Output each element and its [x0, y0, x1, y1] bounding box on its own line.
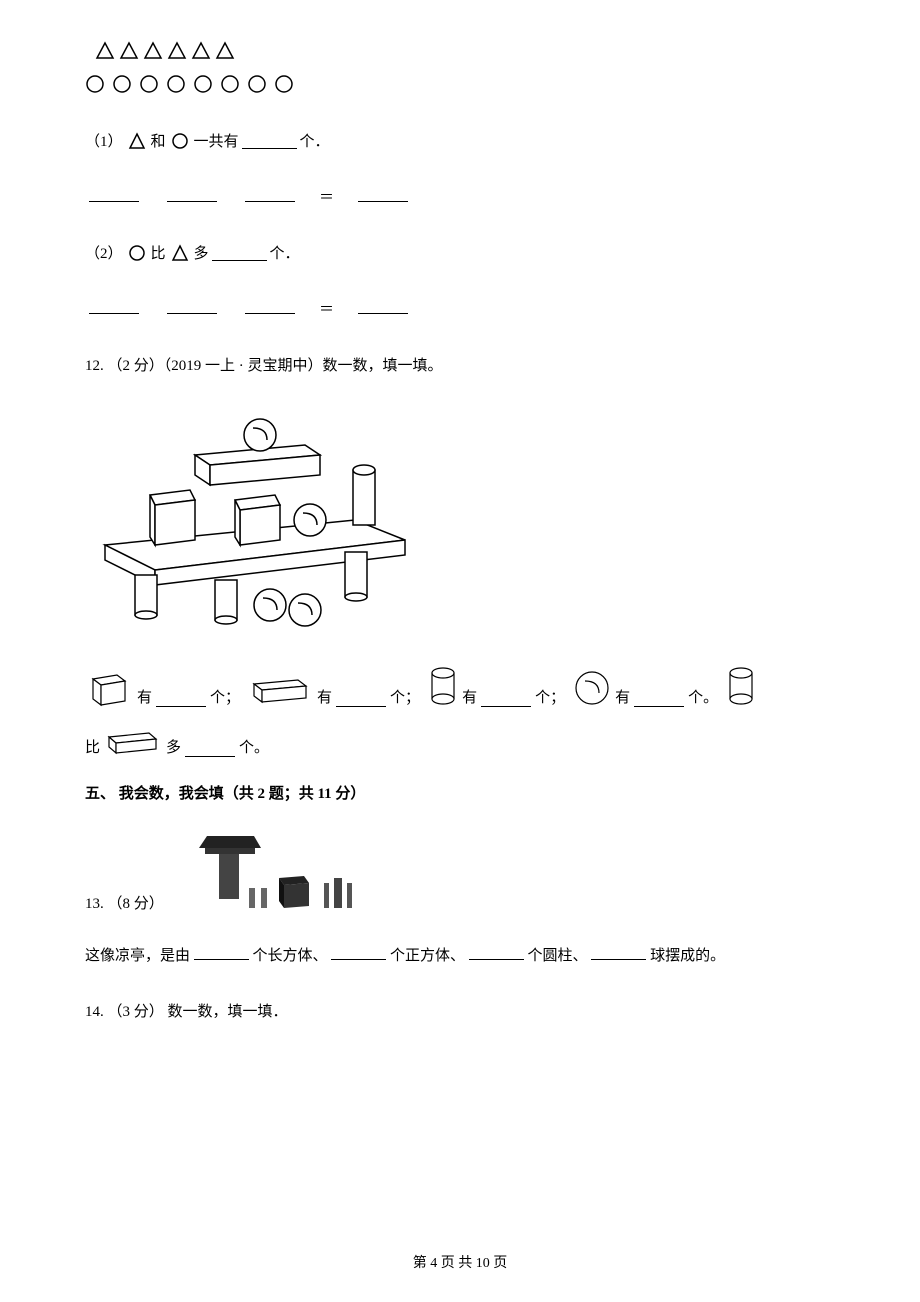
- unit: 个；: [390, 686, 420, 707]
- compare-suffix: 个。: [239, 736, 269, 757]
- q13-row: 13. （8 分）: [85, 828, 835, 913]
- blank: [167, 186, 217, 202]
- blank: [481, 691, 531, 707]
- label: 有: [137, 686, 152, 707]
- q14-label: 14. （3 分） 数一数，填一填．: [85, 1000, 835, 1021]
- triangle-row: [95, 40, 835, 67]
- blank: [245, 298, 295, 314]
- cylinder-icon: [726, 665, 756, 707]
- question-1: （1） 和 一共有 个．: [85, 130, 835, 151]
- question-2: （2） 比 多 个．: [85, 242, 835, 263]
- label: 有: [462, 686, 477, 707]
- q1-suffix: 个．: [300, 130, 330, 151]
- count-cube: 有 个；: [85, 667, 240, 707]
- blank: [185, 741, 235, 757]
- count-row: 有 个； 有 个； 有 个；: [85, 665, 835, 707]
- label: 有: [317, 686, 332, 707]
- circle-icon: [128, 244, 146, 262]
- equals-symbol: ＝: [319, 298, 334, 319]
- equation-2: ＝: [85, 298, 835, 319]
- blank: [331, 944, 386, 960]
- sphere-icon: [573, 669, 611, 707]
- blank: [167, 298, 217, 314]
- blank: [358, 298, 408, 314]
- q2-suffix: 个．: [270, 242, 300, 263]
- q13-label: 13. （8 分）: [85, 892, 164, 913]
- blank: [245, 186, 295, 202]
- q2-text1: 比: [151, 242, 166, 263]
- triangles-icon: [95, 40, 240, 62]
- unit: 个；: [210, 686, 240, 707]
- compare-item: 比 多 个。: [85, 727, 269, 757]
- q13-part2: 个正方体、: [390, 948, 465, 964]
- compare-prefix: 比: [85, 736, 100, 757]
- blank: [634, 691, 684, 707]
- circle-icon: [171, 132, 189, 150]
- count-cylinder: 有 个；: [428, 665, 565, 707]
- unit: 个；: [535, 686, 565, 707]
- pavilion-figure: [179, 828, 364, 913]
- compare-row: 比 多 个。: [85, 727, 835, 757]
- cylinder-icon: [428, 665, 458, 707]
- unit: 个。: [688, 686, 718, 707]
- circle-row: [85, 73, 835, 100]
- q1-text2: 一共有: [194, 130, 239, 151]
- blank: [89, 186, 139, 202]
- count-cuboid: 有 个；: [248, 672, 420, 707]
- count-sphere: 有 个。: [573, 669, 718, 707]
- q1-text1: 和: [151, 130, 166, 151]
- count-cylinder2: [726, 665, 756, 707]
- q12-label: 12. （2 分）（2019 一上 · 灵宝期中）数一数，填一填。: [85, 354, 835, 375]
- blank: [194, 944, 249, 960]
- q13-prefix: 这像凉亭，是由: [85, 948, 190, 964]
- compare-mid: 多: [166, 736, 181, 757]
- equals-symbol: ＝: [319, 186, 334, 207]
- q2-prefix: （2）: [85, 242, 123, 263]
- cube-icon: [85, 667, 133, 707]
- blank: [89, 298, 139, 314]
- circles-icon: [85, 73, 300, 95]
- blank: [358, 186, 408, 202]
- q13-part4: 球摆成的。: [650, 948, 725, 964]
- cuboid-icon: [104, 727, 162, 757]
- triangle-icon: [128, 132, 146, 150]
- blank: [156, 691, 206, 707]
- q13-text: 这像凉亭，是由 个长方体、 个正方体、 个圆柱、 球摆成的。: [85, 943, 835, 970]
- page-footer: 第 4 页 共 10 页: [0, 1252, 920, 1272]
- q13-part1: 个长方体、: [253, 948, 328, 964]
- blank: [242, 133, 297, 149]
- blank: [591, 944, 646, 960]
- triangle-icon: [171, 244, 189, 262]
- blank: [469, 944, 524, 960]
- q13-part3: 个圆柱、: [528, 948, 588, 964]
- blank: [212, 245, 267, 261]
- q1-prefix: （1）: [85, 130, 123, 151]
- shapes-figure: [95, 400, 425, 640]
- q2-text2: 多: [194, 242, 209, 263]
- label: 有: [615, 686, 630, 707]
- cuboid-icon: [248, 672, 313, 707]
- section-5-header: 五、 我会数，我会填（共 2 题；共 11 分）: [85, 782, 835, 803]
- equation-1: ＝: [85, 186, 835, 207]
- blank: [336, 691, 386, 707]
